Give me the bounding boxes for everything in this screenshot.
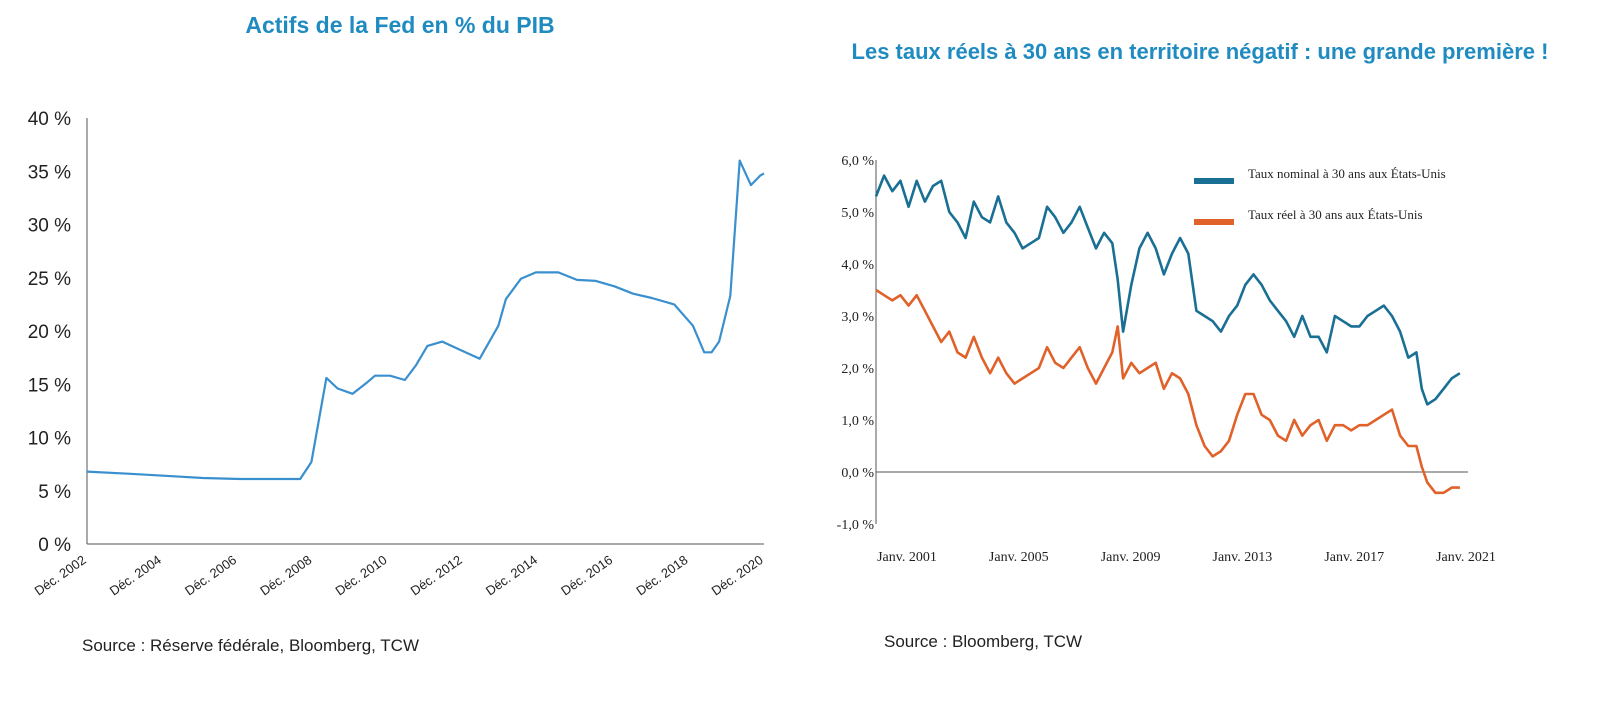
y-tick-label: 6,0 % — [841, 154, 874, 169]
x-tick-label: Déc. 2014 — [483, 552, 540, 598]
chart-title: Les taux réels à 30 ans en territoire né… — [851, 39, 1549, 64]
right-chart-panel: Les taux réels à 30 ans en territoire né… — [800, 0, 1600, 714]
x-tick-label: Janv. 2021 — [1436, 550, 1496, 565]
x-tick-label: Déc. 2010 — [332, 552, 389, 598]
x-tick-label: Janv. 2013 — [1213, 550, 1273, 565]
y-tick-label: 1,0 % — [841, 414, 874, 429]
y-tick-label: 20 % — [28, 322, 71, 343]
y-tick-label: 5,0 % — [841, 206, 874, 221]
y-tick-label: 0,0 % — [841, 466, 874, 481]
x-tick-label: Déc. 2002 — [32, 552, 89, 598]
series-line-fed-assets — [86, 159, 765, 481]
y-tick-label: -1,0 % — [837, 518, 875, 533]
y-tick-label: 10 % — [28, 429, 71, 450]
chart-title: Actifs de la Fed en % du PIB — [245, 12, 555, 38]
x-tick-label: Déc. 2020 — [709, 552, 766, 598]
legend-swatch — [1194, 178, 1234, 184]
series-line-real-rate — [875, 288, 1460, 495]
y-tick-label: 2,0 % — [841, 362, 874, 377]
y-tick-label: 25 % — [28, 269, 71, 290]
y-tick-label: 35 % — [28, 162, 71, 183]
chart-source-note: Source : Réserve fédérale, Bloomberg, TC… — [82, 636, 419, 655]
x-tick-label: Janv. 2009 — [1101, 550, 1161, 565]
fed-assets-line-chart: 0 % 5 % 10 % 15 % 20 % 25 % 30 % 35 % 40 % Déc. 2… — [28, 109, 766, 598]
x-tick-label: Déc. 2008 — [257, 552, 314, 598]
y-tick-label: 15 % — [28, 375, 71, 396]
chart-source-note: Source : Bloomberg, TCW — [884, 632, 1083, 651]
x-tick-label: Déc. 2018 — [633, 552, 690, 598]
x-tick-label: Déc. 2016 — [558, 552, 615, 598]
x-tick-label: Janv. 2005 — [989, 550, 1049, 565]
y-tick-label: 0 % — [38, 535, 71, 556]
x-tick-label: Déc. 2006 — [182, 552, 239, 598]
legend-label: Taux réel à 30 ans aux États-Unis — [1248, 207, 1423, 222]
left-chart-panel: Actifs de la Fed en % du PIB 0 % 5 % 10 % 1… — [28, 12, 766, 655]
legend-swatch — [1194, 219, 1234, 225]
y-tick-label: 5 % — [38, 482, 71, 503]
y-tick-label: 4,0 % — [841, 258, 874, 273]
x-tick-label: Janv. 2001 — [877, 550, 937, 565]
real-rates-line-chart: -1,0 % 0,0 % 1,0 % 2,0 % 3,0 % 4,0 % 5,0 % 6,0 … — [837, 154, 1496, 565]
legend-label: Taux nominal à 30 ans aux États-Unis — [1248, 166, 1446, 181]
y-tick-label: 3,0 % — [841, 310, 874, 325]
y-tick-label: 30 % — [28, 216, 71, 237]
x-tick-label: Déc. 2012 — [408, 552, 465, 598]
y-tick-label: 40 % — [28, 109, 71, 130]
x-tick-label: Janv. 2017 — [1324, 550, 1384, 565]
x-tick-label: Déc. 2004 — [107, 552, 164, 598]
series-line-nominal-rate — [874, 174, 1461, 406]
